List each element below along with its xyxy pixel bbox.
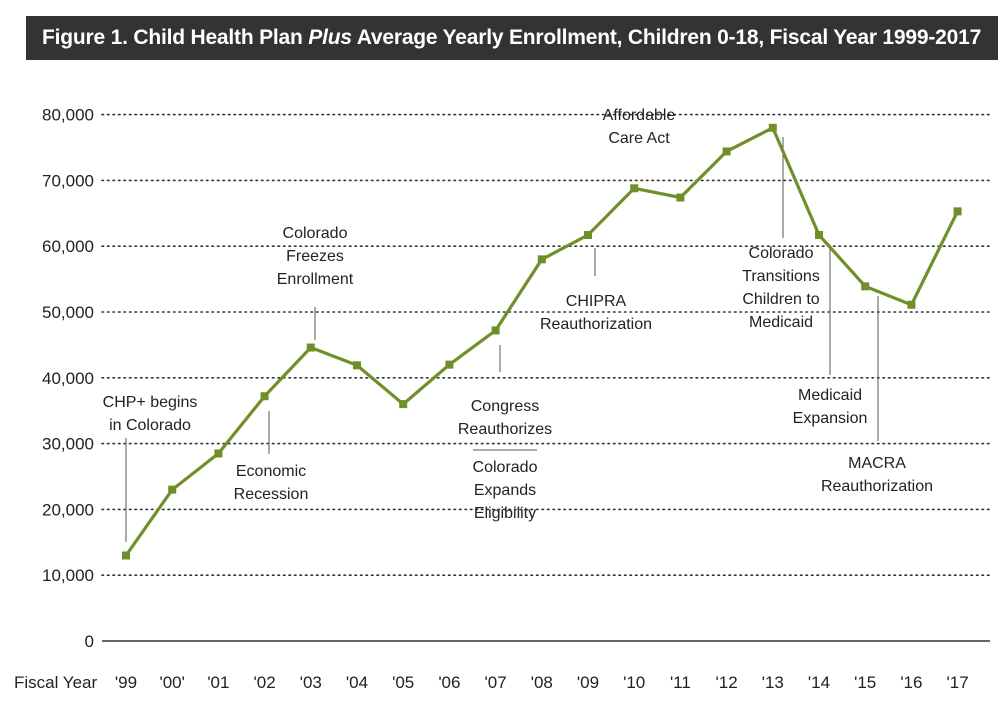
data-point (907, 300, 916, 309)
annotation-line: Expands (474, 482, 536, 499)
annotation-line: Eligibility (474, 505, 536, 522)
y-tick-label: 80,000 (42, 106, 94, 125)
data-point (260, 392, 269, 401)
title-emphasis: Plus (308, 26, 352, 49)
data-point (630, 184, 639, 193)
annotation-line: Care Act (608, 130, 670, 147)
annotation-label: Colorado Expands Eligibility (473, 459, 538, 522)
title-bar: Figure 1. Child Health Plan Plus Average… (26, 16, 998, 60)
data-point (353, 361, 361, 370)
y-tick-label: 40,000 (42, 369, 94, 388)
x-tick-label: '16 (900, 673, 922, 692)
chart-title: Figure 1. Child Health Plan Plus Average… (42, 16, 981, 60)
data-point (445, 360, 454, 369)
data-point (861, 282, 870, 291)
y-tick-label: 0 (85, 632, 94, 651)
annotation-line: Colorado (749, 245, 814, 262)
y-tick-label: 10,000 (42, 566, 94, 585)
x-tick-label: '09 (577, 673, 599, 692)
data-point (722, 147, 731, 156)
x-tick-label: '13 (762, 673, 784, 692)
annotation-line: Reauthorizes (458, 421, 552, 438)
x-tick-label: '10 (623, 673, 645, 692)
x-tick-label: '02 (254, 673, 276, 692)
x-axis-title: Fiscal Year (14, 673, 97, 692)
x-tick-label: '07 (485, 673, 507, 692)
annotation-label: Colorado Transitions Children to Medicaid (742, 245, 820, 331)
x-tick-label: '05 (392, 673, 414, 692)
annotation-line: Congress (471, 398, 539, 415)
annotation-label: Congress Reauthorizes (458, 398, 552, 438)
x-tick-label: '04 (346, 673, 368, 692)
annotation-label: CHIPRA Reauthorization (540, 293, 652, 333)
annotation-line: Colorado (473, 459, 538, 476)
data-point (768, 123, 777, 132)
annotation-label: CHP+ begins in Colorado (103, 394, 198, 434)
x-tick-label: '06 (438, 673, 460, 692)
title-suffix: Average Yearly Enrollment, Children 0-18… (351, 26, 982, 49)
data-point (584, 231, 592, 240)
title-prefix: Figure 1. Child Health Plan (42, 26, 309, 49)
y-tick-label: 70,000 (42, 171, 94, 190)
annotation-line: Economic (236, 463, 306, 480)
x-tick-label: '11 (670, 673, 691, 692)
x-tick-label: '12 (716, 673, 738, 692)
data-point (214, 449, 223, 458)
annotation-line: Medicaid (798, 387, 862, 404)
annotation-line: CHIPRA (566, 293, 627, 310)
data-point (306, 343, 315, 352)
annotation-line: Enrollment (277, 271, 354, 288)
annotation-label: Colorado Freezes Enrollment (277, 225, 354, 288)
annotation-line: CHP+ begins (103, 394, 198, 411)
data-point (537, 255, 546, 264)
annotation-line: Expansion (793, 410, 868, 427)
data-point (676, 193, 685, 202)
annotation-line: Medicaid (749, 314, 813, 331)
data-point (953, 207, 962, 216)
annotation-line: Colorado (283, 225, 348, 242)
annotation-line: MACRA (848, 455, 906, 472)
annotation-line: Reauthorization (821, 478, 933, 495)
annotation-label: Affordable Care Act (603, 107, 676, 147)
y-tick-label: 60,000 (42, 237, 94, 256)
x-tick-label: '15 (854, 673, 876, 692)
annotation-line: Transitions (742, 268, 820, 285)
annotation-line: Recession (234, 486, 309, 503)
data-point (491, 326, 500, 335)
data-point (168, 485, 177, 494)
x-tick-label: '00' (159, 673, 184, 692)
y-tick-label: 30,000 (42, 435, 94, 454)
annotation-label: MACRA Reauthorization (821, 455, 933, 495)
x-tick-label: '01 (207, 673, 229, 692)
annotation-line: Reauthorization (540, 316, 652, 333)
x-tick-label: '08 (531, 673, 553, 692)
x-tick-label: '17 (947, 673, 969, 692)
annotation-line: in Colorado (109, 417, 191, 434)
annotation-label: Economic Recession (234, 463, 309, 503)
annotation-line: Children to (742, 291, 819, 308)
x-tick-label: '99 (115, 673, 137, 692)
data-point (399, 400, 408, 409)
data-point (122, 551, 130, 560)
y-tick-label: 20,000 (42, 500, 94, 519)
data-point (815, 231, 823, 240)
y-tick-label: 50,000 (42, 303, 94, 322)
annotation-line: Affordable (603, 107, 676, 124)
annotation-label: Medicaid Expansion (793, 387, 868, 427)
annotation-line: Freezes (286, 248, 344, 265)
x-tick-label: '14 (808, 673, 830, 692)
x-tick-label: '03 (300, 673, 322, 692)
